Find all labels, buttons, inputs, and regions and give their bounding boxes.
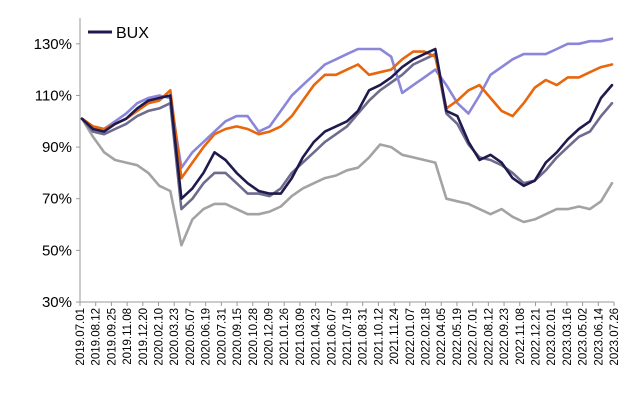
x-tick-label: 2022.01.07 [405,308,417,366]
y-tick-label: 50% [42,242,72,259]
series-lines [80,37,614,247]
x-tick-label: 2022.12.21 [530,308,542,366]
x-tick-label: 2019.11.08 [122,308,134,365]
x-tick-label: 2022.04.05 [436,308,448,366]
y-tick-label: 70% [42,191,72,208]
series-line-series-5 [80,117,614,247]
x-tick-label: 2021.06.07 [326,308,338,366]
series-line-series-3 [80,37,614,169]
x-tick-label: 2021.11.24 [389,307,401,364]
x-tick-label: 2020.12.09 [263,308,275,366]
x-tick-label: 2022.05.19 [452,308,464,366]
y-tick-label: 110% [35,87,72,104]
y-tick-label: 30% [42,294,72,311]
axes: 30% 50% 70% 90% 110% 130% 2019.07.01 2019.08.12… [34,18,621,366]
x-tick-label: 2022.07.01 [468,308,480,366]
x-tick-label: 2022.09.23 [499,308,511,366]
x-tick-label: 2023.05.02 [578,308,590,366]
y-tick-label: 130% [34,36,72,53]
x-tick-label: 2023.07.26 [609,308,621,366]
x-tick-label: 2021.10.12 [373,308,385,366]
series-line-series-2 [80,50,614,180]
y-tick-label: 90% [42,139,72,156]
x-tick-label: 2020.07.31 [216,308,228,366]
x-tick-label: 2019.12.20 [138,308,150,366]
x-tick-label: 2021.01.26 [279,308,291,366]
x-tick-label: 2022.08.12 [483,308,495,366]
series-line-bux [80,47,614,200]
x-tick-label: 2019.07.01 [75,308,87,366]
x-tick-label: 2022.02.18 [421,308,433,366]
x-tick-label: 2019.08.12 [91,308,103,366]
x-tick-label: 2020.02.10 [154,308,166,366]
x-tick-label: 2023.02.01 [546,308,558,366]
x-tick-label: 2020.06.19 [201,308,213,366]
legend-label: BUX [116,25,149,42]
legend: BUX [88,25,149,42]
x-tick-label: 2020.09.15 [232,308,244,366]
x-tick-label: 2021.07.19 [342,308,354,366]
x-tick-label: 2023.03.16 [562,308,574,366]
x-tick-label: 2020.10.28 [248,308,260,366]
x-tick-label: 2019.09.25 [106,308,118,366]
x-tick-label: 2023.06.14 [593,307,605,365]
x-tick-label: 2020.03.23 [169,308,181,366]
x-tick-label: 2020.05.07 [185,308,197,366]
x-tick-label: 2021.04.23 [311,308,323,366]
x-tick-label: 2021.08.31 [358,308,370,366]
x-tick-label: 2021.03.09 [295,308,307,366]
x-tick-label: 2022.11.08 [515,308,527,365]
